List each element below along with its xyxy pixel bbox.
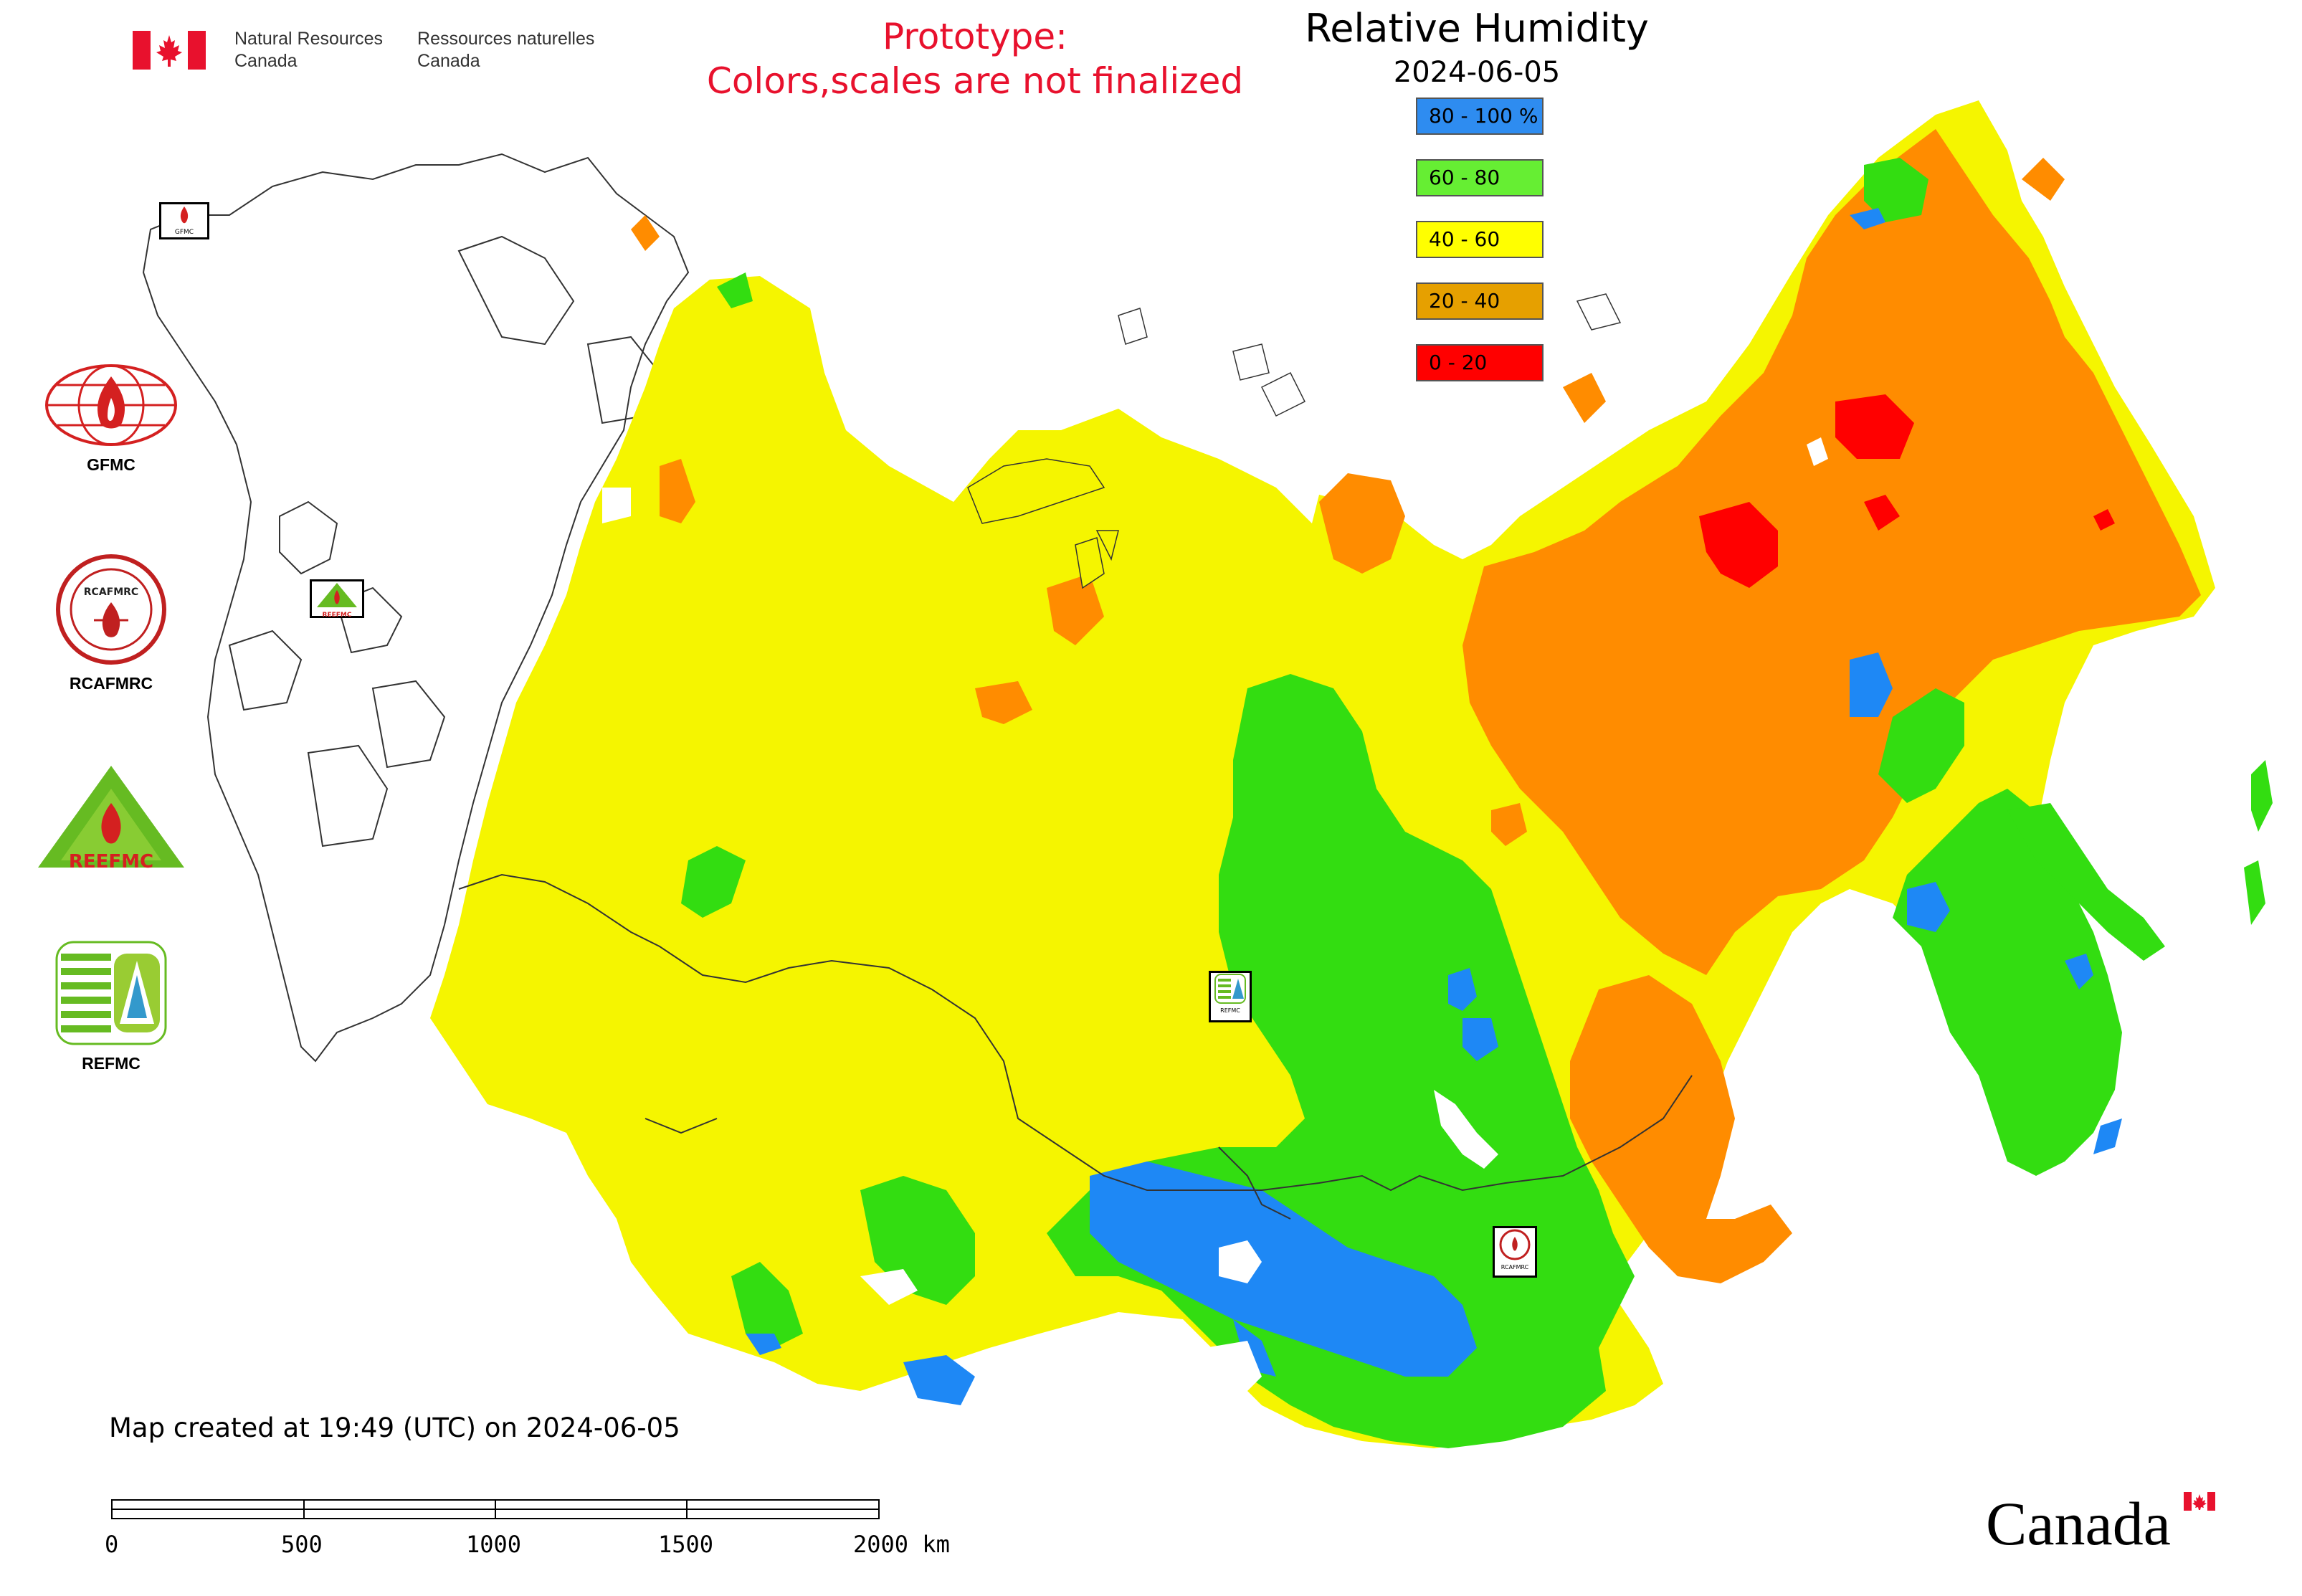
gfmc-map-marker: GFMC	[159, 202, 209, 239]
legend-item-40-60: 40 - 60	[1416, 221, 1544, 258]
legend-title: Relative Humidity	[1305, 6, 1649, 51]
scale-label-2000: 2000 km	[853, 1531, 950, 1558]
scale-label-1500: 1500	[658, 1531, 714, 1558]
svg-text:RCAFMRC: RCAFMRC	[84, 586, 138, 598]
no-data-areas	[602, 437, 1828, 1405]
agency-name-english: Natural Resources Canada	[234, 29, 384, 71]
rh-80-100-zone	[746, 208, 2122, 1405]
legend-item-60-80: 60 - 80	[1416, 159, 1544, 196]
refmc-map-marker: REFMC	[1209, 971, 1252, 1022]
nrcan-signature: Natural Resources Canada Ressources natu…	[133, 25, 594, 75]
rcafmrc-map-marker: RCAFMRC	[1493, 1226, 1537, 1278]
rh-20-40-zone	[631, 129, 2201, 1283]
canada-wordmark: Canada	[1986, 1488, 2222, 1567]
europe-outline	[142, 153, 690, 1063]
rh-0-20-zone	[1699, 394, 2115, 588]
country-borders	[458, 873, 1693, 1220]
svg-text:REEFMC: REEFMC	[69, 851, 153, 873]
refmc-sigma-icon	[55, 941, 167, 1045]
rcafmrc-logo: RCAFMRC RCAFMRC	[29, 552, 194, 693]
agency-name-french: Ressources naturelles Canada	[417, 29, 595, 71]
legend-date: 2024-06-05	[1393, 56, 1561, 89]
legend-item-80-100: 80 - 100 %	[1416, 98, 1544, 135]
arctic-islands	[967, 458, 1119, 589]
scale-label-1000: 1000	[466, 1531, 522, 1558]
legend-item-0-20: 0 - 20	[1416, 344, 1544, 381]
map-created-timestamp: Map created at 19:49 (UTC) on 2024-06-05	[109, 1412, 680, 1443]
gfmc-logo: GFMC	[29, 362, 194, 475]
prototype-notice: Prototype: Colors,scales are not finaliz…	[706, 16, 1244, 102]
reefmc-logo: REEFMC	[29, 760, 194, 878]
arctic-outlines	[1118, 293, 1622, 417]
scale-bar	[111, 1499, 880, 1519]
canada-wordmark-flag-icon	[2184, 1492, 2215, 1511]
gfmc-globe-icon	[45, 364, 177, 446]
canada-flag-icon	[133, 31, 206, 70]
reefmc-triangle-icon: REEFMC	[38, 766, 184, 873]
scale-label-500: 500	[281, 1531, 323, 1558]
rcafmrc-seal-icon: RCAFMRC	[56, 554, 166, 665]
legend-item-20-40: 20 - 40	[1416, 282, 1544, 320]
refmc-logo: REFMC	[29, 939, 194, 1073]
reefmc-map-marker: REEFMC	[310, 579, 364, 619]
scale-label-0: 0	[105, 1531, 119, 1558]
